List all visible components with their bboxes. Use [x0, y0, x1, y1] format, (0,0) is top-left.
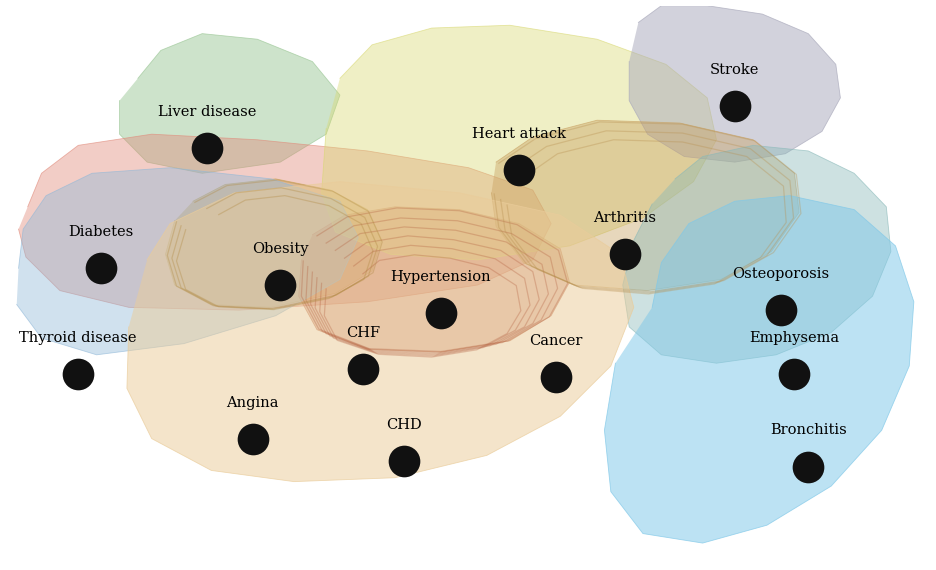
Text: Liver disease: Liver disease — [157, 105, 256, 119]
Polygon shape — [126, 182, 633, 482]
Text: Thyroid disease: Thyroid disease — [20, 331, 137, 345]
Point — [272, 280, 287, 290]
Text: Diabetes: Diabetes — [68, 225, 134, 239]
Text: Stroke: Stroke — [709, 63, 759, 77]
Text: Osteoporosis: Osteoporosis — [731, 267, 828, 281]
Point — [396, 457, 411, 466]
Polygon shape — [490, 120, 798, 291]
Polygon shape — [622, 145, 890, 363]
Text: Angina: Angina — [227, 396, 279, 410]
Point — [94, 264, 109, 273]
Text: Bronchitis: Bronchitis — [769, 424, 846, 438]
Point — [70, 370, 86, 379]
Point — [433, 308, 448, 317]
Polygon shape — [299, 207, 569, 352]
Text: Cancer: Cancer — [529, 334, 582, 348]
Point — [548, 373, 563, 382]
Text: Arthritis: Arthritis — [592, 211, 655, 225]
Polygon shape — [19, 134, 550, 310]
Point — [355, 364, 370, 373]
Point — [800, 462, 815, 471]
Text: Heart attack: Heart attack — [472, 128, 565, 141]
Polygon shape — [166, 179, 381, 307]
Text: Emphysema: Emphysema — [749, 331, 839, 345]
Polygon shape — [321, 25, 716, 260]
Text: CHF: CHF — [345, 325, 380, 340]
Polygon shape — [629, 6, 840, 162]
Point — [786, 370, 801, 379]
Point — [726, 101, 741, 111]
Text: Obesity: Obesity — [252, 242, 308, 256]
Polygon shape — [120, 34, 340, 173]
Text: Hypertension: Hypertension — [390, 270, 490, 284]
Point — [772, 306, 787, 315]
Polygon shape — [17, 168, 358, 355]
Point — [511, 166, 526, 175]
Point — [245, 434, 260, 443]
Point — [199, 144, 214, 153]
Text: CHD: CHD — [386, 418, 421, 432]
Polygon shape — [604, 196, 913, 543]
Point — [617, 250, 632, 259]
